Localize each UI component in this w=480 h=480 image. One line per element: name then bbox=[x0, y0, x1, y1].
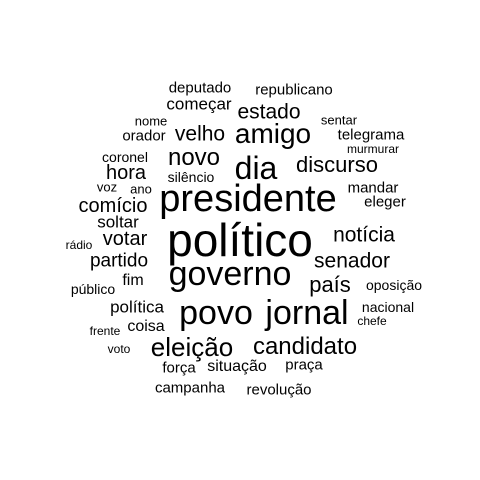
word-orador: orador bbox=[122, 127, 166, 145]
word-frente: frente bbox=[89, 324, 121, 338]
word-revolucao: revolução bbox=[246, 381, 312, 399]
word-sentar: sentar bbox=[320, 112, 358, 128]
word-ano: ano bbox=[130, 181, 152, 197]
word-radio: rádio bbox=[65, 238, 93, 252]
word-coronel: coronel bbox=[102, 149, 148, 165]
word-forca: força bbox=[162, 359, 196, 377]
word-praca: praça bbox=[285, 356, 323, 374]
word-oposicao: oposição bbox=[365, 277, 423, 293]
word-deputado: deputado bbox=[168, 79, 232, 97]
word-silencio: silêncio bbox=[167, 169, 215, 185]
word-eleger: eleger bbox=[364, 193, 406, 211]
word-publico: público bbox=[70, 281, 116, 297]
word-governo: governo bbox=[168, 255, 292, 293]
word-murmurar: murmurar bbox=[346, 142, 400, 156]
word-pais: país bbox=[309, 272, 351, 297]
word-jornal: jornal bbox=[265, 294, 349, 332]
word-senador: senador bbox=[314, 249, 390, 273]
word-voto: voto bbox=[107, 342, 131, 356]
word-coisa: coisa bbox=[127, 318, 165, 335]
word-situacao: situação bbox=[207, 358, 267, 375]
word-campanha: campanha bbox=[154, 379, 226, 397]
word-amigo: amigo bbox=[234, 118, 312, 149]
word-comicio: comício bbox=[78, 195, 148, 217]
word-politica: política bbox=[110, 297, 164, 317]
word-presidente: presidente bbox=[159, 178, 337, 220]
word-povo: povo bbox=[179, 294, 253, 332]
word-velho: velho bbox=[174, 122, 226, 146]
word-discurso: discurso bbox=[296, 152, 378, 177]
word-voz: voz bbox=[96, 179, 118, 195]
word-eleicao: eleição bbox=[150, 332, 234, 362]
word-partido: partido bbox=[89, 250, 149, 272]
word-fim: fim bbox=[122, 272, 144, 289]
word-telegrama: telegrama bbox=[337, 126, 405, 144]
word-noticia: notícia bbox=[333, 223, 395, 247]
word-politico: político bbox=[167, 214, 313, 266]
word-mandar: mandar bbox=[347, 179, 399, 197]
word-nacional: nacional bbox=[361, 299, 415, 315]
word-novo: novo bbox=[167, 144, 221, 171]
word-votar: votar bbox=[102, 228, 148, 250]
word-soltar: soltar bbox=[97, 212, 139, 232]
word-republicano: republicano bbox=[255, 81, 333, 99]
word-candidato: candidato bbox=[252, 333, 358, 360]
word-comecar: começar bbox=[166, 94, 232, 114]
word-nome: nome bbox=[134, 113, 168, 129]
word-chefe: chefe bbox=[357, 314, 387, 328]
word-estado: estado bbox=[237, 100, 301, 124]
word-hora: hora bbox=[105, 162, 147, 184]
word-dia: dia bbox=[234, 150, 278, 186]
